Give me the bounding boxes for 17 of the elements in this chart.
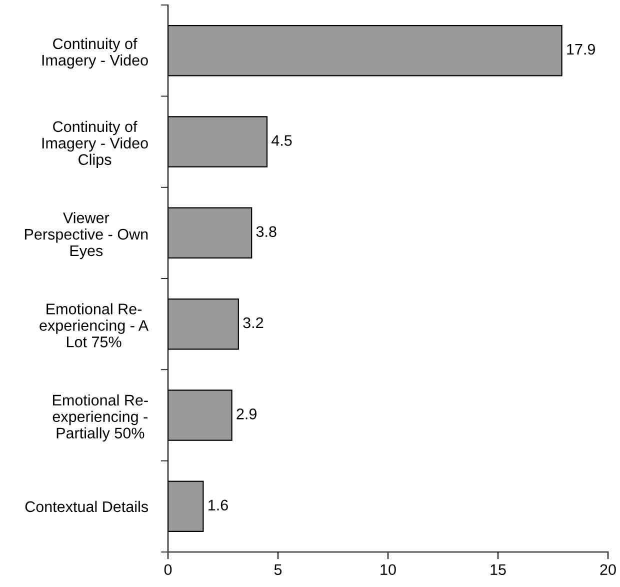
x-tick-label: 15 xyxy=(490,564,506,576)
x-tick-label: 20 xyxy=(600,564,616,576)
y-tick-label: Emotional Re- experiencing - A Lot 75% xyxy=(40,303,149,348)
y-tick-label: Continuity of Imagery - Video Clips xyxy=(42,120,148,168)
data-label: 4.5 xyxy=(272,135,292,146)
y-tick-label: Continuity of Imagery - Video xyxy=(42,38,148,69)
y-tick-label: Contextual Details xyxy=(25,500,148,512)
y-tick-label: Emotional Re- experiencing - Partially 50% xyxy=(52,394,148,442)
x-tick-label: 5 xyxy=(274,564,282,576)
data-label: 17.9 xyxy=(567,44,595,55)
x-tick-label: 0 xyxy=(164,564,172,576)
y-tick-label: Viewer Perspective - Own Eyes xyxy=(25,212,148,260)
data-label: 3.2 xyxy=(243,317,264,328)
data-label: 1.6 xyxy=(208,500,228,511)
data-label: 3.8 xyxy=(256,226,276,238)
data-label: 2.9 xyxy=(236,408,256,420)
x-tick-label: 10 xyxy=(380,564,396,576)
